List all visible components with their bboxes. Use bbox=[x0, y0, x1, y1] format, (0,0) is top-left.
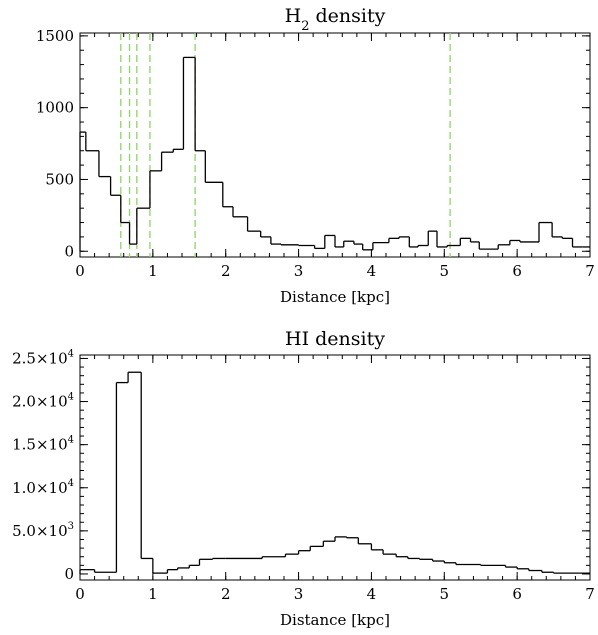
y-tick-label: 2.5×104 bbox=[12, 348, 74, 367]
y-tick-label: 5.0×103 bbox=[12, 521, 74, 540]
y-tick-label: 1.5×104 bbox=[12, 435, 74, 454]
y-tick-label: 0 bbox=[64, 565, 74, 583]
x-tick-label: 3 bbox=[294, 585, 304, 603]
x-tick-label: 5 bbox=[440, 585, 450, 603]
x-tick-label: 5 bbox=[440, 262, 450, 280]
y-tick-label: 1000 bbox=[36, 99, 74, 117]
x-tick-label: 7 bbox=[585, 585, 595, 603]
plot-frame bbox=[79, 354, 591, 581]
x-tick-label: 6 bbox=[512, 585, 522, 603]
h2-density-panel: H2 density Distance [kpc] 0 1 2 3 4 5 6 7 0 500 10… bbox=[36, 5, 595, 306]
y-tick-label: 2.0×104 bbox=[12, 392, 74, 411]
x-tick-label: 0 bbox=[75, 585, 85, 603]
chart-title: H2 density bbox=[285, 5, 386, 34]
x-tick-label: 4 bbox=[367, 262, 377, 280]
x-tick-label: 2 bbox=[221, 262, 231, 280]
x-tick-label: 4 bbox=[367, 585, 377, 603]
x-tick-label: 1 bbox=[148, 262, 158, 280]
chart-title: HI density bbox=[285, 328, 385, 350]
x-tick-label: 0 bbox=[75, 262, 85, 280]
x-axis-label: Distance [kpc] bbox=[280, 288, 390, 306]
x-tick-label: 1 bbox=[148, 585, 158, 603]
x-tick-label: 6 bbox=[512, 262, 522, 280]
x-axis-label: Distance [kpc] bbox=[280, 611, 390, 629]
plot-frame bbox=[79, 32, 591, 258]
y-tick-label: 1500 bbox=[36, 27, 74, 45]
y-tick-label: 0 bbox=[64, 242, 74, 260]
y-tick-label: 1.0×104 bbox=[12, 478, 74, 497]
hi-density-panel: HI density Distance [kpc] 0 1 2 3 4 5 6 7 0 5.0×1… bbox=[12, 328, 595, 629]
x-tick-label: 2 bbox=[221, 585, 231, 603]
x-tick-label: 7 bbox=[585, 262, 595, 280]
x-tick-label: 3 bbox=[294, 262, 304, 280]
y-tick-label: 500 bbox=[45, 170, 74, 188]
